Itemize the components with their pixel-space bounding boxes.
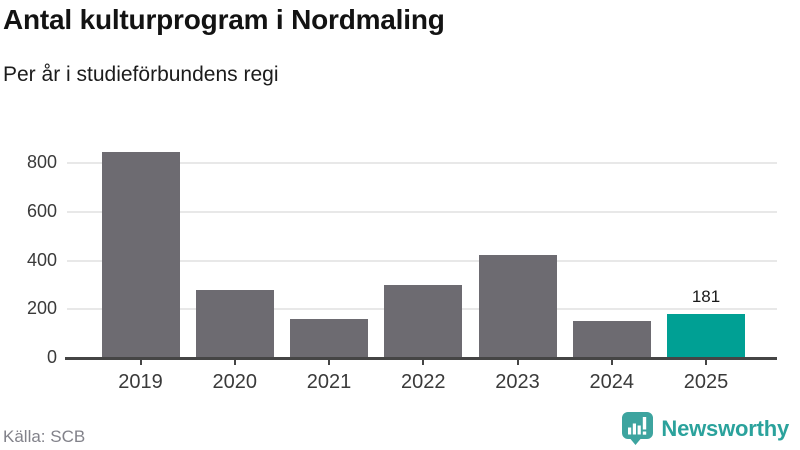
y-axis-label-400: 400: [26, 249, 57, 270]
bar-2019: [101, 152, 180, 358]
logo-bar-3: [638, 425, 642, 435]
x-axis-label-2022: 2022: [401, 371, 446, 393]
bar-2023: [478, 254, 557, 358]
newsworthy-logo-icon: [622, 412, 654, 445]
logo-bar-2: [633, 423, 637, 435]
x-axis-tick-2022: [422, 359, 425, 365]
value-label-2025: 181: [691, 286, 721, 306]
bar-2025: [667, 313, 745, 358]
plot-area: [67, 139, 777, 358]
y-axis-label-800: 800: [26, 152, 57, 173]
y-axis-label-600: 600: [26, 201, 57, 221]
x-axis-label-2023: 2023: [495, 371, 540, 393]
x-axis-label-2025: 2025: [683, 371, 729, 393]
x-axis-tick-2025: [705, 359, 707, 365]
newsworthy-wordmark: Newsworthy: [661, 415, 789, 441]
chart-title: Antal kulturprogram i Nordmaling: [3, 4, 445, 35]
bar-2021: [290, 318, 368, 358]
y-axis-label-0: 0: [46, 347, 57, 367]
logo-exclamation-dot: [643, 431, 647, 435]
bar-2022: [384, 284, 463, 358]
x-axis-label-2020: 2020: [212, 371, 258, 393]
x-axis-tick-2023: [516, 359, 519, 365]
x-axis-label-2021: 2021: [306, 371, 352, 393]
x-axis-tick-2021: [328, 359, 330, 365]
source-note: Källa: SCB: [3, 427, 86, 446]
bar-2020: [195, 289, 274, 358]
logo-bar-1: [628, 427, 632, 435]
gridline-600: [67, 211, 777, 213]
chart-subtitle: Per år i studieförbundens regi: [3, 63, 279, 86]
x-axis-label-2019: 2019: [118, 371, 163, 393]
gridline-400: [67, 259, 777, 262]
x-axis-label-2024: 2024: [589, 371, 635, 393]
logo-bubble: [622, 412, 654, 445]
bar-2024: [572, 320, 651, 358]
x-axis-tick-2020: [233, 359, 236, 365]
y-axis-label-200: 200: [26, 298, 57, 319]
logo-exclamation-stem: [643, 417, 647, 430]
newsworthy-logo[interactable]: Newsworthy: [622, 412, 789, 445]
x-axis-tick-2019: [139, 359, 142, 365]
gridline-800: [67, 162, 777, 165]
x-axis-tick-2024: [610, 359, 613, 365]
x-axis-line: [65, 357, 777, 360]
